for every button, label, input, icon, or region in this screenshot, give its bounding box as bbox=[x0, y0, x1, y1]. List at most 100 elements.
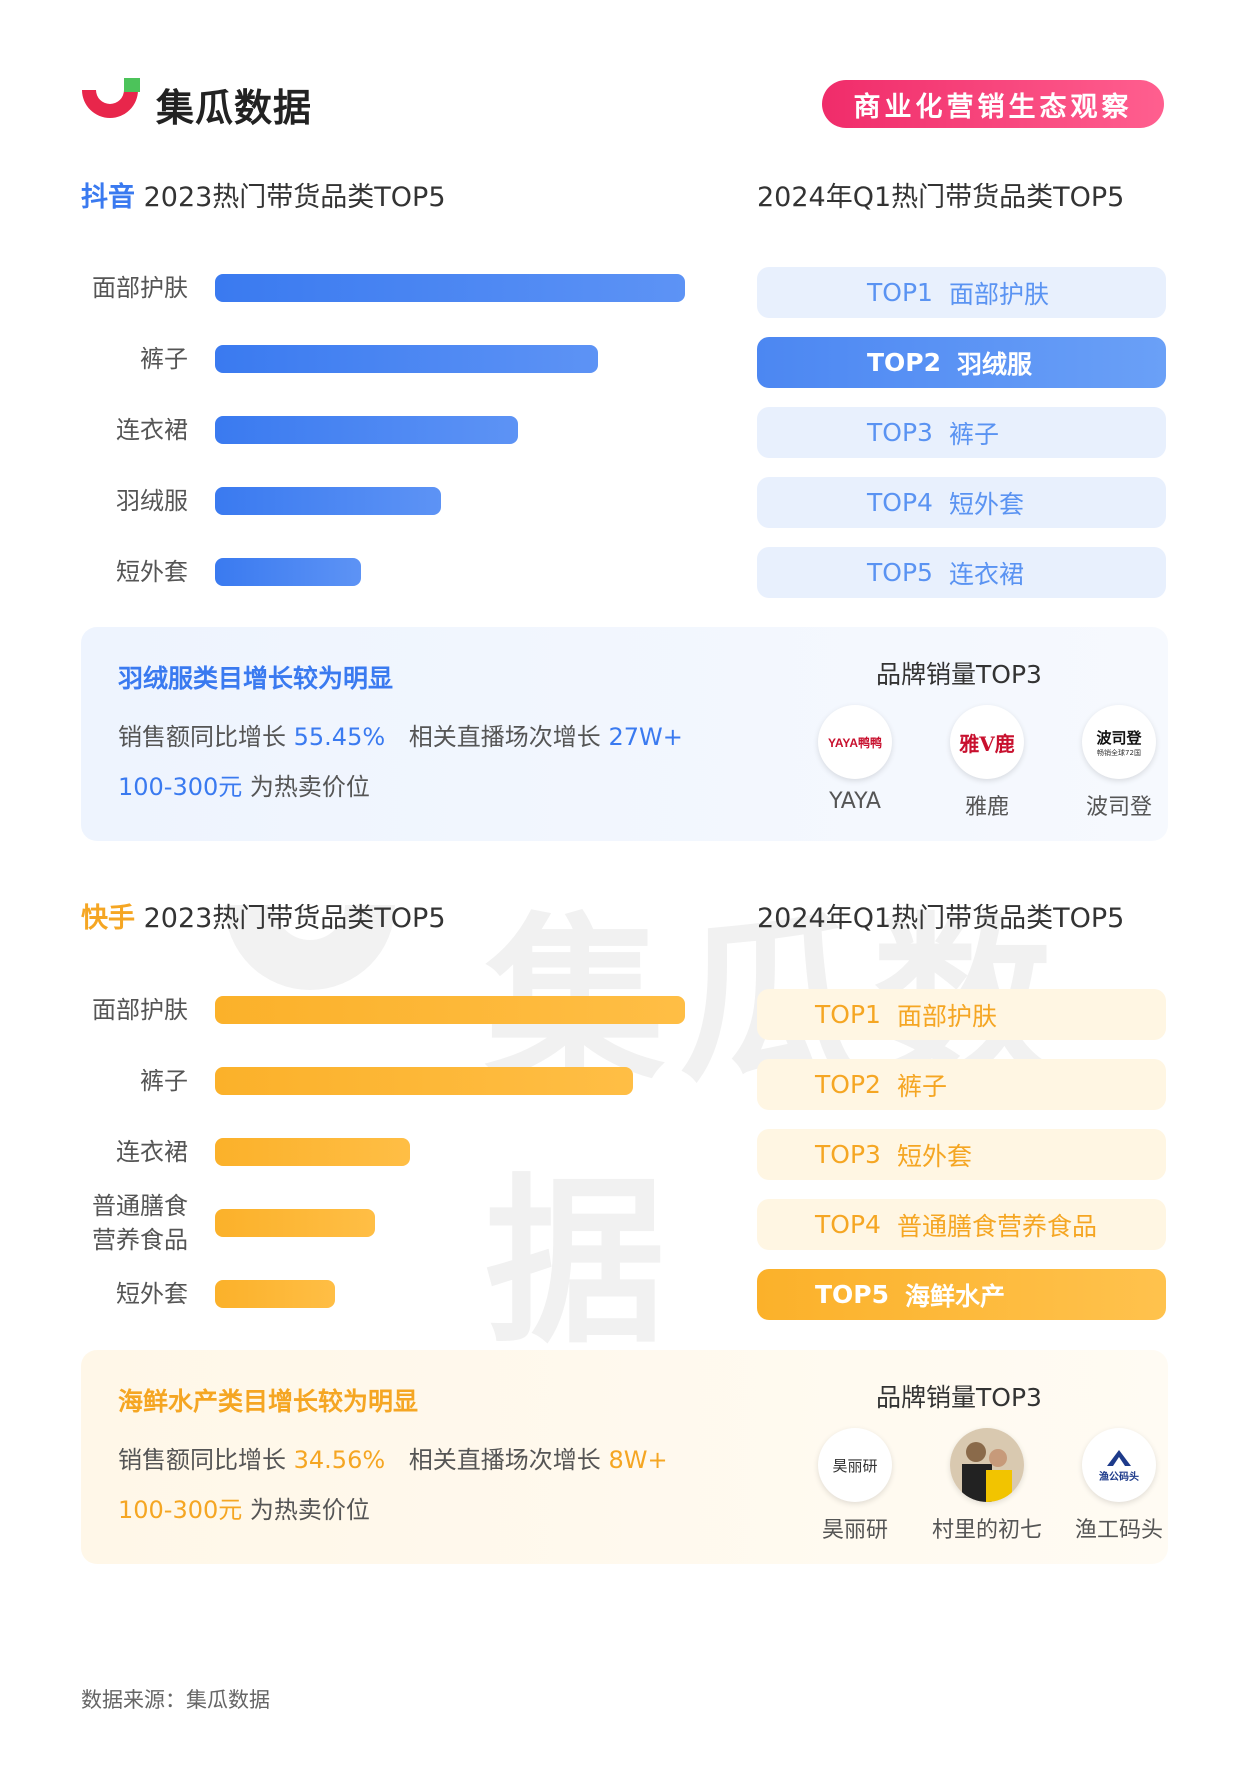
jigua-logo-icon bbox=[82, 78, 140, 118]
rank-category: 羽绒服 bbox=[957, 349, 1033, 379]
brand-item: 昊丽研 昊丽研 bbox=[795, 1428, 915, 1544]
bar-row: 短外套 bbox=[0, 1274, 700, 1314]
cunlidechuqi-avatar-icon bbox=[950, 1428, 1024, 1502]
bar-category-label: 连衣裙 bbox=[116, 1138, 188, 1166]
brand-item: YAYA鸭鸭 YAYA bbox=[795, 705, 915, 814]
chart-title-suffix: 2023热门带货品类TOP5 bbox=[143, 903, 446, 934]
rank-category: 短外套 bbox=[948, 489, 1024, 519]
price-range-label: 为热卖价位 bbox=[249, 773, 370, 801]
brand-top3-title: 品牌销量TOP3 bbox=[876, 660, 1042, 689]
bar-category-label: 面部护肤 bbox=[92, 996, 188, 1024]
rank-category: 面部护肤 bbox=[896, 1001, 997, 1031]
brand-item: 村里的初七 bbox=[927, 1428, 1047, 1544]
bar-category-label: 面部护肤 bbox=[92, 274, 188, 302]
bar bbox=[215, 558, 361, 586]
douyin-chart-title: 抖音 2023热门带货品类TOP5 bbox=[81, 175, 446, 214]
rank-item-top1: TOP1 面部护肤 bbox=[757, 989, 1166, 1040]
brand-logo: 集瓜数据 bbox=[78, 76, 312, 132]
rank-item-top4: TOP4 普通膳食营养食品 bbox=[757, 1199, 1166, 1250]
rank-item-top3: TOP3 短外套 bbox=[757, 1129, 1166, 1180]
insight-title: 海鲜水产类目增长较为明显 bbox=[118, 1387, 419, 1416]
kuaishou-chart-title: 快手 2023热门带货品类TOP5 bbox=[81, 896, 446, 935]
bar bbox=[215, 1280, 335, 1308]
rank-category: 短外套 bbox=[896, 1141, 972, 1171]
bar-category-label: 裤子 bbox=[140, 1067, 188, 1095]
live-growth-value: 27W+ bbox=[608, 723, 683, 751]
bar-row: 面部护肤 bbox=[0, 268, 700, 308]
data-source: 数据来源：集瓜数据 bbox=[81, 1688, 270, 1712]
insight-line-1: 销售额同比增长 55.45% 相关直播场次增长 27W+ bbox=[118, 717, 683, 752]
bar bbox=[215, 996, 685, 1024]
douyin-insight-card: 羽绒服类目增长较为明显 销售额同比增长 55.45% 相关直播场次增长 27W+… bbox=[81, 627, 1168, 841]
bar-row: 连衣裙 bbox=[0, 1132, 700, 1172]
rank-number: TOP4 bbox=[815, 1210, 881, 1239]
rank-item-top4: TOP4 短外套 bbox=[757, 477, 1166, 528]
sales-growth-value: 55.45% bbox=[293, 723, 386, 751]
yaya-logo-icon: YAYA鸭鸭 bbox=[818, 705, 892, 779]
brand-item: 渔公码头 渔工码头 bbox=[1059, 1428, 1179, 1544]
insight-line-1: 销售额同比增长 34.56% 相关直播场次增长 8W+ bbox=[118, 1440, 668, 1475]
price-range-label: 为热卖价位 bbox=[249, 1496, 370, 1524]
rank-category: 裤子 bbox=[896, 1071, 947, 1101]
brand-name: 昊丽研 bbox=[821, 1518, 888, 1543]
price-range-value: 100-300元 bbox=[118, 1496, 243, 1524]
rank-number: TOP3 bbox=[867, 418, 933, 447]
chart-title-suffix: 2023热门带货品类TOP5 bbox=[143, 182, 446, 213]
rank-number: TOP1 bbox=[867, 278, 933, 307]
bar-row: 裤子 bbox=[0, 1061, 700, 1101]
rank-item-top3: TOP3 裤子 bbox=[757, 407, 1166, 458]
rank-number: TOP2 bbox=[867, 348, 942, 377]
insight-line-2: 100-300元 为热卖价位 bbox=[118, 1490, 370, 1525]
price-range-value: 100-300元 bbox=[118, 773, 243, 801]
bar-row: 裤子 bbox=[0, 339, 700, 379]
bar bbox=[215, 345, 598, 373]
bar bbox=[215, 274, 685, 302]
bar bbox=[215, 1209, 375, 1237]
rank-category: 连衣裙 bbox=[948, 559, 1024, 589]
brand-name: 雅鹿 bbox=[964, 795, 1009, 820]
rank-number: TOP2 bbox=[815, 1070, 881, 1099]
insight-line-2: 100-300元 为热卖价位 bbox=[118, 767, 370, 802]
bar-row: 连衣裙 bbox=[0, 410, 700, 450]
rank-number: TOP5 bbox=[867, 558, 933, 587]
rank-number: TOP3 bbox=[815, 1140, 881, 1169]
bosideng-logo-icon: 波司登 畅销全球72国 bbox=[1082, 705, 1156, 779]
rank-item-top1: TOP1 面部护肤 bbox=[757, 267, 1166, 318]
rank-number: TOP4 bbox=[867, 488, 933, 517]
platform-name: 快手 bbox=[81, 903, 135, 934]
brand-name: 渔工码头 bbox=[1074, 1518, 1163, 1543]
live-growth-label: 相关直播场次增长 bbox=[408, 1446, 601, 1474]
yugongmatou-logo-icon: 渔公码头 bbox=[1082, 1428, 1156, 1502]
platform-name: 抖音 bbox=[81, 182, 135, 213]
bar-category-label: 短外套 bbox=[116, 1280, 188, 1308]
brand-name: 村里的初七 bbox=[931, 1518, 1042, 1543]
rank-category: 普通膳食营养食品 bbox=[896, 1211, 1097, 1241]
bar-row: 短外套 bbox=[0, 552, 700, 592]
brand-top3-title: 品牌销量TOP3 bbox=[876, 1383, 1042, 1412]
bar-category-label: 羽绒服 bbox=[116, 487, 188, 515]
yalu-logo-icon: 雅V鹿 bbox=[950, 705, 1024, 779]
rank-number: TOP5 bbox=[815, 1280, 890, 1309]
bar bbox=[215, 416, 518, 444]
live-growth-label: 相关直播场次增长 bbox=[408, 723, 601, 751]
bar bbox=[215, 1067, 633, 1095]
bar bbox=[215, 1138, 410, 1166]
brand-name: 集瓜数据 bbox=[156, 85, 313, 130]
rank-item-top2: TOP2 羽绒服 bbox=[757, 337, 1166, 388]
live-growth-value: 8W+ bbox=[608, 1446, 668, 1474]
brand-item: 雅V鹿 雅鹿 bbox=[927, 705, 1047, 821]
rank-item-top2: TOP2 裤子 bbox=[757, 1059, 1166, 1110]
bar-row: 普通膳食 营养食品 bbox=[0, 1192, 700, 1254]
rank-item-top5: TOP5 海鲜水产 bbox=[757, 1269, 1166, 1320]
report-tag: 商业化营销生态观察 bbox=[822, 80, 1164, 128]
brand-item: 波司登 畅销全球72国 波司登 bbox=[1059, 705, 1179, 821]
brand-name: YAYA bbox=[829, 789, 881, 814]
bar-category-label: 连衣裙 bbox=[116, 416, 188, 444]
douyin-rank-title: 2024年Q1热门带货品类TOP5 bbox=[757, 182, 1125, 213]
bar-category-label: 短外套 bbox=[116, 558, 188, 586]
haoliyan-logo-icon: 昊丽研 bbox=[818, 1428, 892, 1502]
rank-category: 裤子 bbox=[948, 419, 999, 449]
kuaishou-rank-title: 2024年Q1热门带货品类TOP5 bbox=[757, 903, 1125, 934]
bar-row: 羽绒服 bbox=[0, 481, 700, 521]
bar-row: 面部护肤 bbox=[0, 990, 700, 1030]
